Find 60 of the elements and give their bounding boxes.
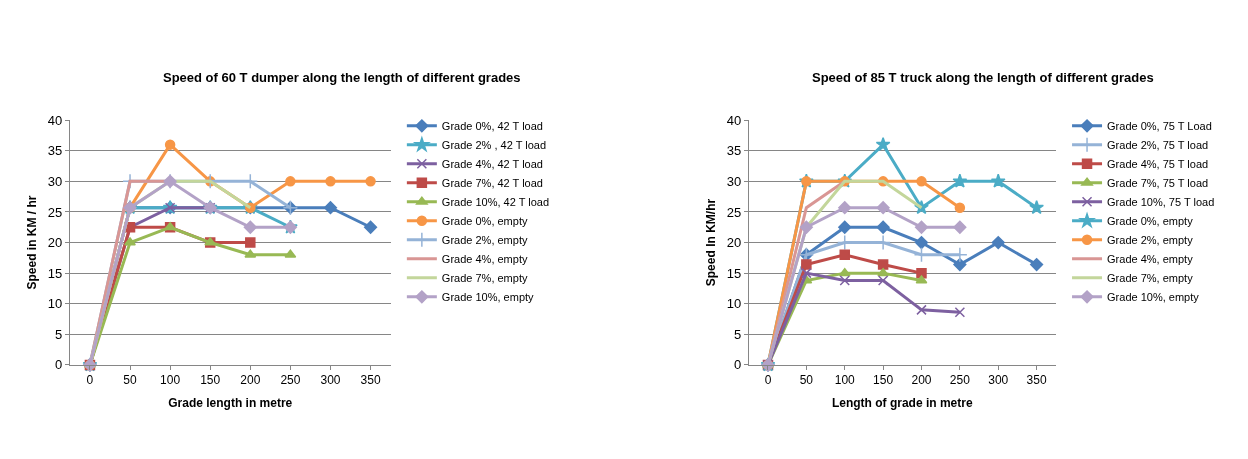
y-tick-label: 10 <box>726 296 742 312</box>
legend-label: Grade 0%, empty <box>1107 215 1194 228</box>
legend-label: Grade 7%, 42 T load <box>441 177 543 190</box>
y-axis-title: Speed In KM/hr <box>704 198 719 287</box>
legend-label: Grade 0%, empty <box>441 215 528 228</box>
legend-label: Grade 4%, 42 T load <box>441 158 543 171</box>
x-tick-label: 300 <box>988 373 1009 388</box>
y-tick-label: 25 <box>47 204 63 220</box>
y-tick-label: 0 <box>733 357 742 373</box>
x-tick-label: 200 <box>240 373 261 388</box>
y-tick-label: 5 <box>733 326 742 342</box>
legend-label: Grade 10%, 42 T load <box>441 196 550 209</box>
legend-label: Grade 7%, empty <box>1107 272 1194 285</box>
x-tick-label: 50 <box>799 373 814 388</box>
legend-label: Grade 4%, empty <box>441 253 528 266</box>
y-tick-label: 35 <box>47 143 63 159</box>
legend-label: Grade 0%, 42 T load <box>441 120 543 133</box>
y-tick-label: 0 <box>55 357 63 373</box>
chart-title: Speed of 85 T truck along the length of different grades <box>812 70 1154 85</box>
x-tick-label: 150 <box>200 373 221 388</box>
y-tick-label: 25 <box>726 204 742 220</box>
x-tick-label: 100 <box>834 373 856 388</box>
y-tick-label: 15 <box>726 265 742 281</box>
legend-label: Grade 2% , 42 T load <box>441 139 547 152</box>
legend-label: Grade 10%, 75 T load <box>1107 196 1215 209</box>
legend-label: Grade 4%, empty <box>1107 253 1194 266</box>
y-tick-label: 40 <box>47 112 63 128</box>
x-tick-label: 350 <box>360 373 381 388</box>
x-axis-title: Grade length in metre <box>168 396 293 411</box>
legend-label: Grade 2%, 75 T load <box>1107 139 1209 152</box>
legend-label: Grade 4%, 75 T load <box>1107 158 1209 171</box>
legend-label: Grade 7%, 75 T load <box>1107 177 1209 190</box>
y-tick-label: 5 <box>55 326 63 342</box>
legend-label: Grade 10%, empty <box>1107 291 1200 304</box>
y-tick-label: 20 <box>47 235 63 251</box>
y-tick-label: 30 <box>726 173 742 189</box>
x-tick-label: 100 <box>160 373 181 388</box>
x-tick-label: 250 <box>280 373 301 388</box>
y-tick-label: 35 <box>726 143 742 159</box>
x-axis-title: Length of grade in metre <box>831 396 973 411</box>
legend-label: Grade 2%, empty <box>441 234 528 247</box>
y-tick-label: 30 <box>47 173 63 189</box>
y-tick-label: 15 <box>47 265 63 281</box>
legend-label: Grade 2%, empty <box>1107 234 1194 247</box>
legend-label: Grade 0%, 75 T Load <box>1107 120 1212 133</box>
chart-title: Speed of 60 T dumper along the length of different grades <box>163 70 521 85</box>
x-tick-label: 0 <box>764 373 772 388</box>
legend-label: Grade 7%, empty <box>441 272 528 285</box>
x-tick-label: 200 <box>911 373 932 388</box>
x-tick-label: 0 <box>86 373 94 388</box>
x-tick-label: 150 <box>873 373 894 388</box>
y-tick-label: 10 <box>47 296 63 312</box>
x-tick-label: 350 <box>1026 373 1047 388</box>
y-tick-label: 40 <box>726 112 742 128</box>
x-tick-label: 250 <box>949 373 971 388</box>
x-tick-label: 300 <box>320 373 341 388</box>
y-tick-label: 20 <box>726 235 742 251</box>
legend-label: Grade 10%, empty <box>441 291 535 304</box>
x-tick-label: 50 <box>123 373 138 388</box>
y-axis-title: Speed in KM / hr <box>25 195 40 290</box>
